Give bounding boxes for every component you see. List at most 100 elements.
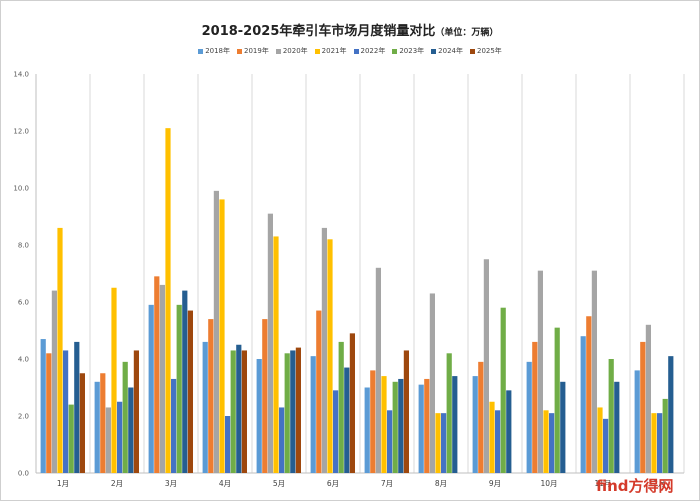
x-tick-label: 11月 [594,479,611,488]
x-tick-label: 4月 [219,479,231,488]
bar-2020年-5月 [267,213,273,473]
bar-2023年-6月 [338,341,344,473]
bar-2022年-4月 [225,416,231,473]
bar-2019年-3月 [154,276,160,473]
x-tick-label: 7月 [381,479,393,488]
x-tick-label: 9月 [489,479,501,488]
y-tick-label: 14.0 [13,71,29,79]
bar-2021年-5月 [273,236,279,473]
bar-2024年-1月 [74,341,80,473]
bar-2022年-10月 [549,413,555,473]
bar-2023年-9月 [500,307,506,473]
legend-swatch [469,48,475,54]
bar-2018年-7月 [364,387,370,473]
bar-2023年-3月 [176,304,182,473]
bar-2023年-5月 [284,353,290,473]
x-tick-label: 3月 [165,479,177,488]
chart-title-unit: （单位：万辆） [435,28,499,38]
legend-label: 2019年 [244,47,269,55]
bar-2019年-2月 [100,373,106,473]
bar-2018年-9月 [472,376,478,473]
bar-2021年-4月 [219,199,225,473]
bar-2020年-10月 [537,270,543,473]
chart-title: 2018-2025年牵引车市场月度销量对比（单位：万辆） [0,20,700,39]
bar-2022年-3月 [171,378,177,473]
legend-label: 2025年 [476,47,502,55]
bar-2024年-12月 [668,356,674,473]
legend-label: 2020年 [282,47,308,55]
legend-item: 2022年 [353,46,386,56]
bar-2021年-9月 [489,401,495,473]
legend-item: 2020年 [275,46,308,56]
y-tick-label: 0.0 [18,470,29,478]
bar-2019年-1月 [46,353,52,473]
bar-2020年-2月 [105,407,111,473]
bar-2023年-10月 [554,327,560,473]
bar-2024年-10月 [560,381,566,473]
x-tick-label: 5月 [273,479,285,488]
bar-2024年-2月 [128,387,134,473]
y-tick-label: 4.0 [18,356,29,364]
bar-2020年-4月 [213,190,219,473]
legend-swatch [198,48,204,54]
bar-2025年-1月 [79,373,85,473]
bar-2019年-8月 [424,378,430,473]
legend-label: 2021年 [321,47,347,55]
bar-2024年-9月 [506,390,512,473]
bar-2024年-6月 [344,367,350,473]
legend-swatch [237,48,243,54]
bar-2019年-5月 [262,319,268,473]
bar-2025年-6月 [349,333,355,473]
bar-2022年-5月 [279,407,285,473]
y-tick-label: 6.0 [18,299,29,307]
bar-2025年-7月 [403,350,409,473]
bar-2020年-12月 [645,324,651,473]
legend-item: 2024年 [431,46,463,56]
bar-2018年-4月 [202,341,208,473]
bar-2021年-6月 [327,239,333,473]
legend-swatch [314,48,320,54]
y-tick-label: 10.0 [13,185,29,193]
bar-2021年-2月 [111,287,117,473]
bar-2018年-5月 [256,359,262,473]
bar-2018年-3月 [148,304,154,473]
x-tick-label: 6月 [327,479,339,488]
legend-swatch [275,48,281,54]
bar-2018年-8月 [418,384,424,473]
bar-2021年-11月 [597,407,603,473]
bar-2018年-11月 [580,336,586,473]
y-tick-label: 2.0 [18,413,29,421]
bar-2019年-6月 [316,310,322,473]
bar-2022年-11月 [603,418,609,473]
bar-2018年-6月 [310,356,316,473]
chart-legend: 2018年 2019年 2020年 2021年 2022年 2023年 2024年 2025年 [0,46,700,56]
bar-2021年-7月 [381,376,387,473]
bar-2021年-10月 [543,410,549,473]
bar-2018年-2月 [94,381,100,473]
bar-2024年-3月 [182,290,188,473]
bar-2022年-2月 [117,401,123,473]
legend-label: 2022年 [360,47,386,55]
bar-2021年-12月 [651,413,657,473]
watermark-logo: find方得网 [596,477,674,495]
x-tick-label: 12月 [648,479,665,488]
bar-2020年-3月 [159,284,165,473]
bar-2022年-1月 [63,350,69,473]
legend-label: 2018年 [205,47,231,55]
legend-swatch [431,48,437,54]
bar-2020年-7月 [375,267,381,473]
bar-2023年-11月 [608,359,614,473]
bar-2018年-1月 [40,339,46,473]
x-tick-label: 2月 [111,479,123,488]
legend-item: 2018年 [198,46,230,56]
bar-2019年-10月 [532,341,538,473]
legend-swatch [353,48,359,54]
bar-2020年-1月 [51,290,57,473]
bar-2021年-3月 [165,128,171,473]
bar-2021年-1月 [57,227,63,473]
legend-item: 2019年 [237,46,269,56]
bar-2019年-11月 [586,316,592,473]
bar-2019年-12月 [640,341,646,473]
bar-2019年-7月 [370,370,376,473]
